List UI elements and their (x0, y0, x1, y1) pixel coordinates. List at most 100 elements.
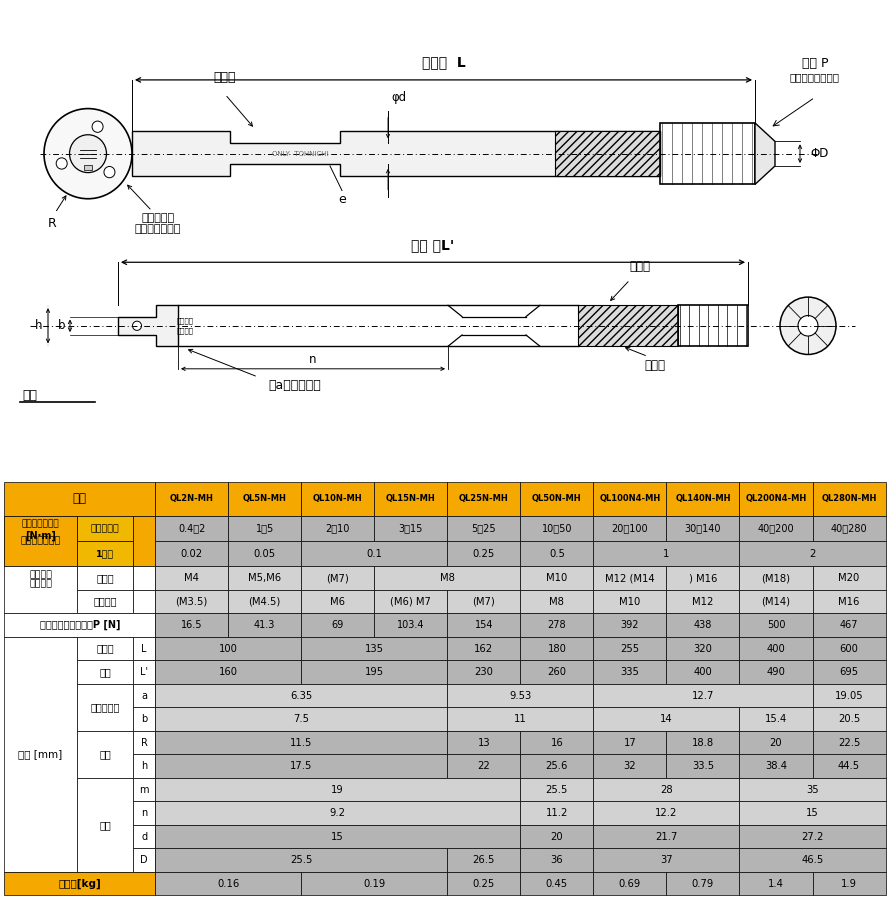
Bar (155, 590, 228, 613)
Text: 26.5: 26.5 (473, 855, 495, 865)
Text: 320: 320 (693, 644, 712, 653)
Bar (155, 684, 448, 707)
Text: （参考）: （参考） (29, 580, 53, 589)
Bar (228, 541, 301, 566)
Text: 全長: 全長 (99, 667, 110, 677)
Bar (301, 661, 448, 684)
Bar (228, 590, 301, 613)
Text: 695: 695 (839, 667, 859, 677)
Bar (813, 590, 886, 613)
Circle shape (798, 316, 818, 336)
Text: ONLY  TOHNICHI: ONLY TOHNICHI (271, 150, 328, 157)
Bar (521, 482, 594, 516)
Bar (667, 637, 740, 661)
Bar (4, 613, 155, 637)
Bar (521, 778, 594, 801)
Bar (740, 637, 813, 661)
Text: 0.16: 0.16 (217, 878, 239, 888)
Text: 400: 400 (766, 644, 785, 653)
Text: 15: 15 (331, 832, 344, 842)
Bar (375, 516, 448, 541)
Bar (813, 872, 886, 896)
Text: 260: 260 (547, 667, 566, 677)
Bar (667, 590, 740, 613)
Text: ) M16: ) M16 (689, 573, 717, 583)
Bar (740, 825, 886, 849)
Text: 25.6: 25.6 (546, 761, 568, 771)
Bar (155, 541, 228, 566)
Circle shape (92, 122, 103, 132)
Text: 41.3: 41.3 (254, 620, 275, 630)
Text: D: D (141, 855, 148, 865)
Text: 28: 28 (660, 785, 673, 795)
Text: 14: 14 (660, 715, 673, 724)
Text: M4: M4 (184, 573, 199, 583)
Text: d: d (141, 832, 147, 842)
Bar (667, 613, 740, 637)
Text: 0.69: 0.69 (619, 878, 641, 888)
Text: M20: M20 (838, 573, 860, 583)
Text: 9.2: 9.2 (329, 808, 345, 818)
Bar (594, 637, 667, 661)
Bar (594, 566, 667, 590)
Bar (521, 801, 594, 825)
Bar (77, 684, 134, 731)
Text: 15.4: 15.4 (765, 715, 787, 724)
Bar (448, 516, 521, 541)
Bar (375, 566, 521, 590)
Text: 0.25: 0.25 (473, 549, 495, 559)
Bar (155, 516, 228, 541)
Circle shape (104, 166, 115, 177)
Text: M5,M6: M5,M6 (248, 573, 281, 583)
Text: (M3.5): (M3.5) (175, 597, 207, 607)
Polygon shape (555, 131, 660, 176)
Bar (301, 590, 375, 613)
Text: 230: 230 (474, 667, 493, 677)
Bar (134, 849, 155, 872)
Text: QL200N4-MH: QL200N4-MH (745, 494, 806, 503)
Bar (594, 516, 667, 541)
Text: QL10N-MH: QL10N-MH (313, 494, 362, 503)
Bar (740, 516, 813, 541)
Text: M8: M8 (549, 597, 564, 607)
Text: 19.05: 19.05 (835, 690, 863, 700)
Text: 3～15: 3～15 (399, 524, 423, 534)
Bar (155, 872, 301, 896)
Text: 型式: 型式 (73, 492, 87, 505)
Bar (155, 566, 228, 590)
Bar (228, 482, 301, 516)
Bar (84, 165, 92, 170)
Polygon shape (755, 123, 775, 184)
Text: 100: 100 (219, 644, 238, 653)
Bar (594, 684, 813, 707)
Bar (301, 566, 375, 590)
Bar (155, 731, 448, 754)
Text: QL100N4-MH: QL100N4-MH (599, 494, 660, 503)
Text: ハイテン: ハイテン (93, 597, 117, 607)
Text: 寸法 [mm]: 寸法 [mm] (19, 750, 62, 760)
Bar (594, 613, 667, 637)
Text: h: h (35, 320, 42, 332)
Text: 0.1: 0.1 (367, 549, 382, 559)
Text: 15: 15 (806, 808, 819, 818)
Text: 490: 490 (766, 667, 785, 677)
Bar (594, 590, 667, 613)
Bar (134, 590, 155, 613)
Text: L: L (142, 644, 147, 653)
Bar (134, 566, 155, 590)
Text: 22.5: 22.5 (837, 738, 861, 748)
Text: トルク調整範囲: トルク調整範囲 (20, 536, 61, 545)
Text: 438: 438 (693, 620, 712, 630)
Text: 9.53: 9.53 (509, 690, 531, 700)
Text: 400: 400 (693, 667, 712, 677)
Bar (594, 849, 740, 872)
Text: 7.5: 7.5 (293, 715, 309, 724)
Bar (134, 516, 155, 566)
Bar (448, 590, 521, 613)
Bar (521, 516, 594, 541)
Text: 普通鋼: 普通鋼 (96, 573, 114, 583)
Text: 0.4～2: 0.4～2 (178, 524, 206, 534)
Text: QL25N-MH: QL25N-MH (459, 494, 509, 503)
Bar (448, 482, 521, 516)
Text: 600: 600 (839, 644, 859, 653)
